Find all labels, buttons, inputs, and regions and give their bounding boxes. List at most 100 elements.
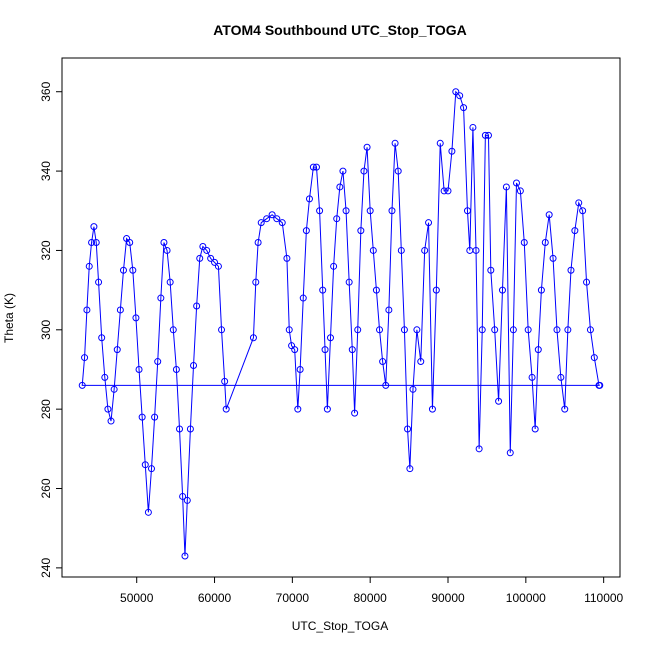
data-point xyxy=(113,346,121,354)
data-point xyxy=(571,227,579,235)
data-point xyxy=(520,239,528,247)
data-point xyxy=(379,358,387,366)
data-point xyxy=(575,199,583,207)
data-point xyxy=(299,294,307,302)
data-point xyxy=(512,179,520,187)
data-point xyxy=(309,163,317,171)
data-point xyxy=(342,207,350,215)
data-point xyxy=(81,354,89,362)
data-point xyxy=(321,346,329,354)
data-point xyxy=(388,207,396,215)
data-point xyxy=(222,405,230,413)
data-point xyxy=(406,465,414,473)
data-point xyxy=(305,195,313,203)
data-point xyxy=(285,326,293,334)
data-point xyxy=(382,381,390,389)
data-point xyxy=(524,326,532,334)
y-tick-label: 240 xyxy=(39,558,53,578)
data-point xyxy=(372,286,380,294)
y-tick-label: 340 xyxy=(39,161,53,181)
data-point xyxy=(413,326,421,334)
data-point xyxy=(183,496,191,504)
data-point xyxy=(214,262,222,270)
data-point xyxy=(268,211,276,219)
data-point xyxy=(154,358,162,366)
data-point xyxy=(478,326,486,334)
data-point xyxy=(564,326,572,334)
data-point xyxy=(160,239,168,247)
data-point xyxy=(391,139,399,147)
data-point xyxy=(484,131,492,139)
data-point xyxy=(336,183,344,191)
data-point xyxy=(312,163,320,171)
y-tick-label: 320 xyxy=(39,240,53,260)
data-point xyxy=(444,187,452,195)
data-point xyxy=(557,373,565,381)
data-point xyxy=(90,223,98,231)
data-point xyxy=(83,306,91,314)
data-point xyxy=(169,326,177,334)
data-point xyxy=(179,492,187,500)
data-point xyxy=(348,346,356,354)
data-point xyxy=(283,254,291,262)
data-point xyxy=(316,207,324,215)
data-point xyxy=(319,286,327,294)
data-point xyxy=(590,354,598,362)
data-point xyxy=(110,385,118,393)
data-point xyxy=(190,362,198,370)
x-tick-label: 110000 xyxy=(584,591,623,605)
data-point xyxy=(330,262,338,270)
data-point xyxy=(181,552,189,560)
data-point xyxy=(487,266,495,274)
x-axis-label: UTC_Stop_TOGA xyxy=(292,619,388,633)
data-point xyxy=(369,246,377,254)
data-point xyxy=(397,246,405,254)
data-point xyxy=(409,385,417,393)
data-point xyxy=(549,254,557,262)
y-tick-label: 360 xyxy=(39,81,53,101)
x-tick-label: 90000 xyxy=(431,591,465,605)
data-point xyxy=(166,278,174,286)
data-point xyxy=(218,326,226,334)
data-point xyxy=(101,373,109,381)
data-point xyxy=(132,314,140,322)
data-point xyxy=(583,278,591,286)
x-tick-label: 70000 xyxy=(276,591,310,605)
data-point xyxy=(440,187,448,195)
data-point xyxy=(567,266,575,274)
y-tick-label: 300 xyxy=(39,319,53,339)
data-point xyxy=(211,258,219,266)
data-point xyxy=(498,286,506,294)
data-point xyxy=(534,346,542,354)
data-point xyxy=(163,246,171,254)
data-point xyxy=(528,373,536,381)
data-point xyxy=(432,286,440,294)
data-point xyxy=(157,294,165,302)
data-point xyxy=(203,246,211,254)
data-point xyxy=(147,465,155,473)
y-tick-label: 260 xyxy=(39,478,53,498)
plot-frame xyxy=(61,57,621,578)
data-point xyxy=(345,278,353,286)
data-point xyxy=(107,417,115,425)
data-point xyxy=(273,215,281,223)
data-point xyxy=(394,167,402,175)
data-point xyxy=(531,425,539,433)
x-tick-label: 100000 xyxy=(506,591,546,605)
data-point xyxy=(428,405,436,413)
data-point xyxy=(360,167,368,175)
data-point xyxy=(541,239,549,247)
data-point xyxy=(545,211,553,219)
data-point xyxy=(456,92,464,100)
data-point xyxy=(78,381,86,389)
data-point xyxy=(452,88,460,96)
data-point xyxy=(249,334,257,342)
data-point xyxy=(495,397,503,405)
data-point xyxy=(561,405,569,413)
data-point xyxy=(263,215,271,223)
data-point xyxy=(119,266,127,274)
data-point xyxy=(138,413,146,421)
data-point xyxy=(196,254,204,262)
data-point xyxy=(326,334,334,342)
